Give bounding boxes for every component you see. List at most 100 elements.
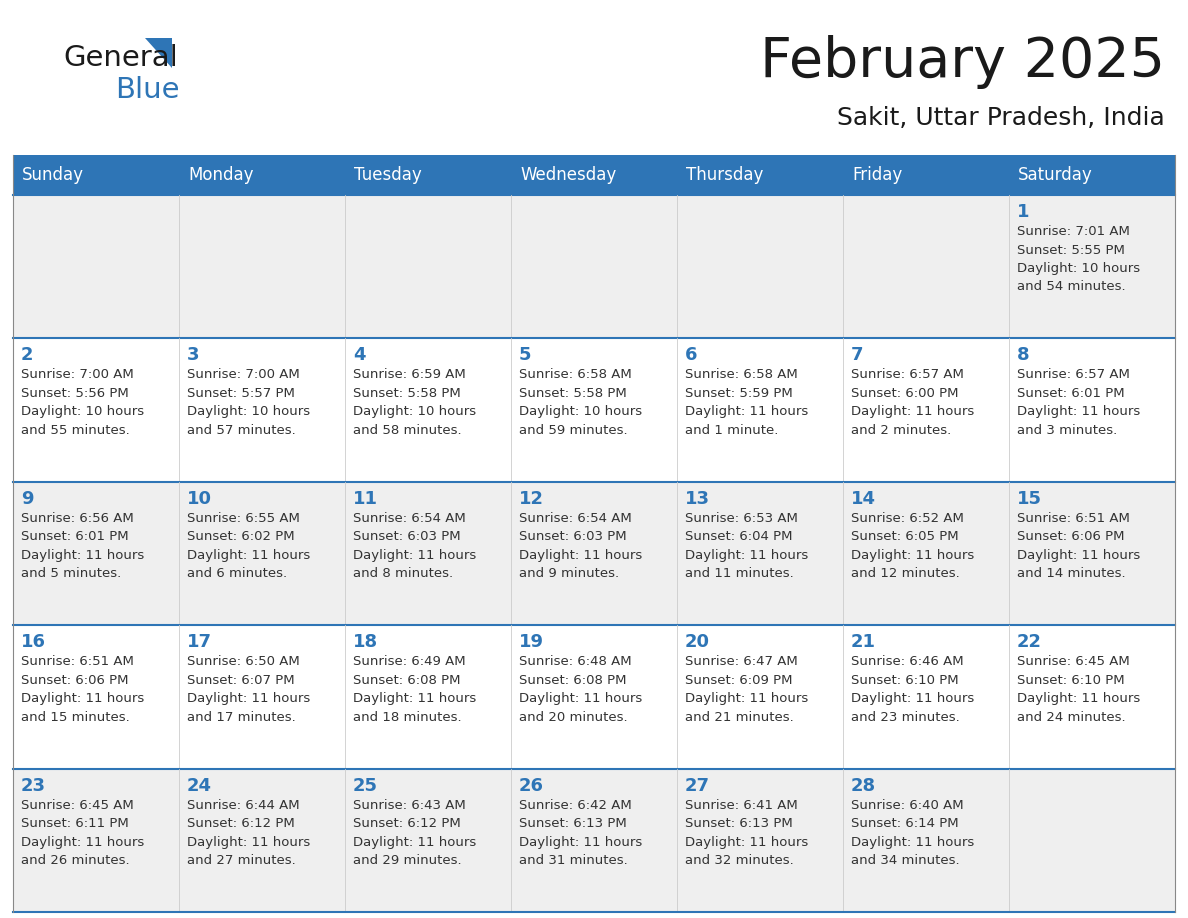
- Text: 17: 17: [187, 633, 211, 651]
- Text: Sunrise: 6:51 AM: Sunrise: 6:51 AM: [21, 655, 134, 668]
- Text: Sunset: 5:57 PM: Sunset: 5:57 PM: [187, 386, 295, 400]
- Text: Daylight: 11 hours: Daylight: 11 hours: [187, 835, 310, 848]
- Text: Sunrise: 6:57 AM: Sunrise: 6:57 AM: [851, 368, 963, 381]
- Text: 12: 12: [519, 490, 544, 508]
- Text: 1: 1: [1017, 203, 1030, 221]
- Text: Sunset: 6:08 PM: Sunset: 6:08 PM: [353, 674, 461, 687]
- Text: Sunrise: 6:54 AM: Sunrise: 6:54 AM: [353, 512, 466, 525]
- Text: Daylight: 11 hours: Daylight: 11 hours: [851, 406, 974, 419]
- Text: and 11 minutes.: and 11 minutes.: [685, 567, 794, 580]
- Text: Sunset: 5:55 PM: Sunset: 5:55 PM: [1017, 243, 1125, 256]
- Text: Sunset: 6:04 PM: Sunset: 6:04 PM: [685, 531, 792, 543]
- Text: Sunrise: 6:45 AM: Sunrise: 6:45 AM: [1017, 655, 1130, 668]
- Text: 2: 2: [21, 346, 33, 364]
- Text: Daylight: 11 hours: Daylight: 11 hours: [1017, 549, 1140, 562]
- Text: Daylight: 10 hours: Daylight: 10 hours: [519, 406, 643, 419]
- Text: Sunday: Sunday: [23, 166, 84, 184]
- Text: and 8 minutes.: and 8 minutes.: [353, 567, 453, 580]
- Text: General: General: [63, 44, 178, 72]
- Text: Daylight: 11 hours: Daylight: 11 hours: [21, 692, 144, 705]
- Text: 20: 20: [685, 633, 710, 651]
- Bar: [13, 625, 1175, 768]
- Text: 16: 16: [21, 633, 46, 651]
- Text: and 12 minutes.: and 12 minutes.: [851, 567, 960, 580]
- Text: 23: 23: [21, 777, 46, 795]
- Polygon shape: [145, 38, 172, 68]
- Text: and 27 minutes.: and 27 minutes.: [187, 854, 296, 868]
- Text: Sunset: 6:05 PM: Sunset: 6:05 PM: [851, 531, 959, 543]
- Text: Sunrise: 7:00 AM: Sunrise: 7:00 AM: [187, 368, 299, 381]
- Text: Blue: Blue: [115, 76, 179, 104]
- Text: Sunrise: 6:58 AM: Sunrise: 6:58 AM: [685, 368, 798, 381]
- Text: Sunset: 6:06 PM: Sunset: 6:06 PM: [21, 674, 128, 687]
- Text: Daylight: 10 hours: Daylight: 10 hours: [1017, 262, 1140, 275]
- Text: Daylight: 11 hours: Daylight: 11 hours: [1017, 692, 1140, 705]
- Text: and 9 minutes.: and 9 minutes.: [519, 567, 619, 580]
- Text: Daylight: 11 hours: Daylight: 11 hours: [519, 835, 643, 848]
- Text: Sunset: 6:07 PM: Sunset: 6:07 PM: [187, 674, 295, 687]
- Text: Sunset: 6:13 PM: Sunset: 6:13 PM: [685, 817, 792, 830]
- Bar: [13, 482, 1175, 625]
- Text: Sunrise: 6:59 AM: Sunrise: 6:59 AM: [353, 368, 466, 381]
- Text: and 26 minutes.: and 26 minutes.: [21, 854, 129, 868]
- Text: Sunset: 5:58 PM: Sunset: 5:58 PM: [519, 386, 627, 400]
- Text: Sunrise: 6:55 AM: Sunrise: 6:55 AM: [187, 512, 299, 525]
- Bar: [13, 155, 1175, 195]
- Text: 19: 19: [519, 633, 544, 651]
- Text: and 15 minutes.: and 15 minutes.: [21, 711, 129, 723]
- Text: Sunset: 6:14 PM: Sunset: 6:14 PM: [851, 817, 959, 830]
- Text: Daylight: 10 hours: Daylight: 10 hours: [21, 406, 144, 419]
- Text: Sunset: 5:58 PM: Sunset: 5:58 PM: [353, 386, 461, 400]
- Text: Sunset: 6:01 PM: Sunset: 6:01 PM: [21, 531, 128, 543]
- Text: and 14 minutes.: and 14 minutes.: [1017, 567, 1125, 580]
- Text: and 3 minutes.: and 3 minutes.: [1017, 424, 1117, 437]
- Text: Daylight: 11 hours: Daylight: 11 hours: [353, 835, 476, 848]
- Text: 10: 10: [187, 490, 211, 508]
- Text: Sunset: 6:06 PM: Sunset: 6:06 PM: [1017, 531, 1125, 543]
- Text: and 55 minutes.: and 55 minutes.: [21, 424, 129, 437]
- Text: Sunrise: 6:57 AM: Sunrise: 6:57 AM: [1017, 368, 1130, 381]
- Text: 5: 5: [519, 346, 531, 364]
- Text: Sunset: 6:03 PM: Sunset: 6:03 PM: [353, 531, 461, 543]
- Text: Sunrise: 6:54 AM: Sunrise: 6:54 AM: [519, 512, 632, 525]
- Text: Daylight: 11 hours: Daylight: 11 hours: [519, 692, 643, 705]
- Text: and 6 minutes.: and 6 minutes.: [187, 567, 287, 580]
- Text: Sunset: 6:00 PM: Sunset: 6:00 PM: [851, 386, 959, 400]
- Text: Daylight: 11 hours: Daylight: 11 hours: [21, 835, 144, 848]
- Text: Sunrise: 6:56 AM: Sunrise: 6:56 AM: [21, 512, 134, 525]
- Text: Sunset: 6:13 PM: Sunset: 6:13 PM: [519, 817, 627, 830]
- Text: and 34 minutes.: and 34 minutes.: [851, 854, 960, 868]
- Text: 18: 18: [353, 633, 378, 651]
- Text: Sunset: 6:01 PM: Sunset: 6:01 PM: [1017, 386, 1125, 400]
- Text: Daylight: 11 hours: Daylight: 11 hours: [685, 692, 808, 705]
- Text: Sunrise: 7:01 AM: Sunrise: 7:01 AM: [1017, 225, 1130, 238]
- Text: 4: 4: [353, 346, 366, 364]
- Text: Daylight: 11 hours: Daylight: 11 hours: [685, 406, 808, 419]
- Text: and 17 minutes.: and 17 minutes.: [187, 711, 296, 723]
- Text: Daylight: 11 hours: Daylight: 11 hours: [353, 692, 476, 705]
- Text: Sunrise: 6:50 AM: Sunrise: 6:50 AM: [187, 655, 299, 668]
- Text: Sunrise: 6:51 AM: Sunrise: 6:51 AM: [1017, 512, 1130, 525]
- Text: and 23 minutes.: and 23 minutes.: [851, 711, 960, 723]
- Bar: [13, 195, 1175, 339]
- Text: Daylight: 11 hours: Daylight: 11 hours: [21, 549, 144, 562]
- Text: and 21 minutes.: and 21 minutes.: [685, 711, 794, 723]
- Text: Sunset: 6:12 PM: Sunset: 6:12 PM: [353, 817, 461, 830]
- Text: Sunset: 5:56 PM: Sunset: 5:56 PM: [21, 386, 128, 400]
- Text: 22: 22: [1017, 633, 1042, 651]
- Text: 9: 9: [21, 490, 33, 508]
- Text: and 59 minutes.: and 59 minutes.: [519, 424, 627, 437]
- Text: Daylight: 11 hours: Daylight: 11 hours: [187, 692, 310, 705]
- Text: and 5 minutes.: and 5 minutes.: [21, 567, 121, 580]
- Text: Sunrise: 6:53 AM: Sunrise: 6:53 AM: [685, 512, 798, 525]
- Text: Sunrise: 6:41 AM: Sunrise: 6:41 AM: [685, 799, 798, 812]
- Text: Daylight: 11 hours: Daylight: 11 hours: [685, 549, 808, 562]
- Text: 7: 7: [851, 346, 864, 364]
- Text: Sunrise: 6:49 AM: Sunrise: 6:49 AM: [353, 655, 466, 668]
- Text: Daylight: 11 hours: Daylight: 11 hours: [187, 549, 310, 562]
- Text: Daylight: 11 hours: Daylight: 11 hours: [851, 835, 974, 848]
- Text: 28: 28: [851, 777, 876, 795]
- Text: Tuesday: Tuesday: [354, 166, 422, 184]
- Text: Sakit, Uttar Pradesh, India: Sakit, Uttar Pradesh, India: [838, 106, 1165, 130]
- Text: Sunset: 6:10 PM: Sunset: 6:10 PM: [851, 674, 959, 687]
